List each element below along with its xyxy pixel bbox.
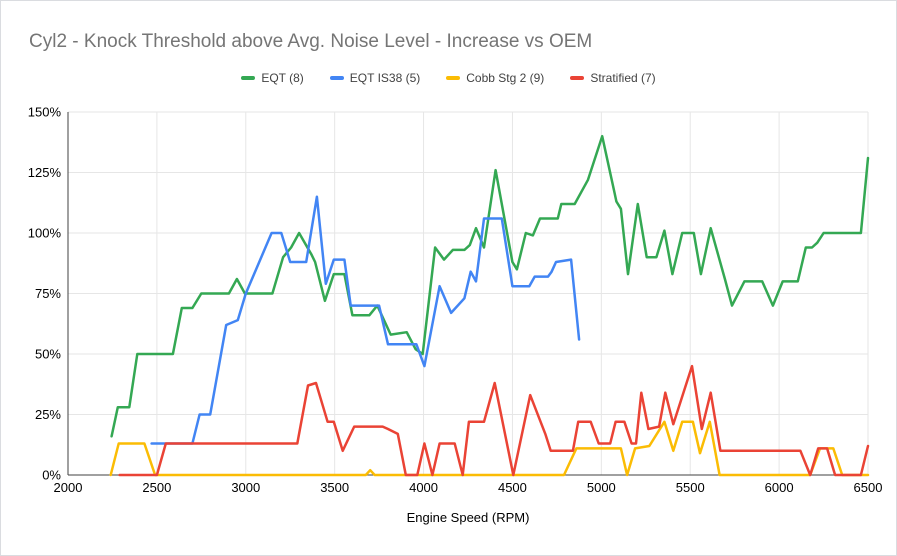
series-line-eqt-is38-5[interactable] [150,195,581,445]
legend-label-cobb-stg-2: Cobb Stg 2 (9) [466,71,545,85]
series-line-cobb-stg-2-9[interactable] [109,420,870,477]
x-tick-label-3500: 3500 [320,480,349,495]
legend-swatch-eqt-is38-icon [329,76,344,80]
legend-swatch-stratified-icon [570,76,585,80]
legend-item-stratified: Stratified (7) [570,71,656,85]
y-tick-label-100: 100% [28,226,62,241]
x-tick-label-6500: 6500 [854,480,883,495]
y-tick-label-125: 125% [28,165,62,180]
x-tick-label-3000: 3000 [231,480,260,495]
legend: EQT (8) EQT IS38 (5) Cobb Stg 2 (9) Stra… [1,71,896,85]
legend-swatch-eqt-icon [241,76,256,80]
y-tick-label-150: 150% [28,105,62,120]
y-tick-label-0: 0% [42,468,61,483]
x-tick-label-5500: 5500 [676,480,705,495]
legend-label-eqt-is38: EQT IS38 (5) [349,71,421,85]
legend-swatch-cobb-stg-2-icon [446,76,461,80]
legend-label-eqt: EQT (8) [261,71,304,85]
y-tick-label-25: 25% [35,407,61,422]
series-line-stratified-7[interactable] [118,364,870,477]
series-line-eqt-8[interactable] [110,134,870,438]
chart-title: Cyl2 - Knock Threshold above Avg. Noise … [29,31,593,52]
legend-item-eqt-is38: EQT IS38 (5) [329,71,421,85]
x-tick-label-2500: 2500 [142,480,171,495]
legend-item-cobb-stg-2: Cobb Stg 2 (9) [446,71,544,85]
y-tick-label-75: 75% [35,286,61,301]
x-axis-title: Engine Speed (RPM) [407,510,530,525]
x-tick-label-5000: 5000 [587,480,616,495]
x-tick-label-4500: 4500 [498,480,527,495]
legend-item-eqt: EQT (8) [241,71,304,85]
y-tick-label-50: 50% [35,347,61,362]
legend-label-stratified: Stratified (7) [590,71,656,85]
x-tick-label-2000: 2000 [54,480,83,495]
x-tick-label-6000: 6000 [765,480,794,495]
x-tick-label-4000: 4000 [409,480,438,495]
